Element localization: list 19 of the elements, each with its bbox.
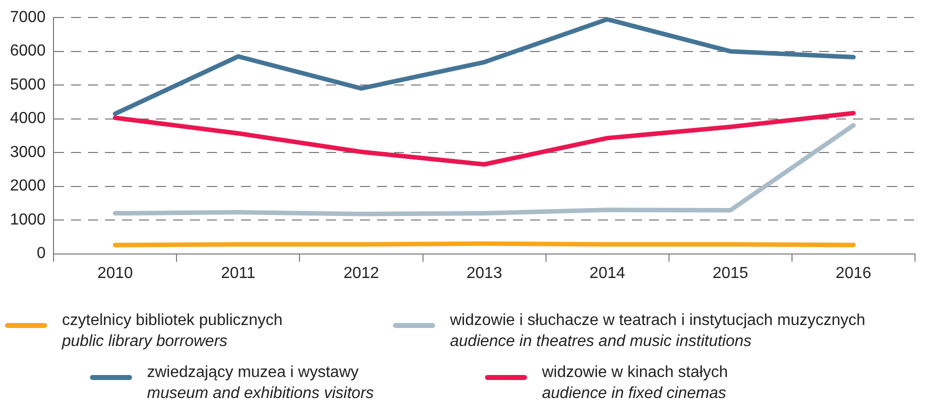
legend-label: czytelnicy bibliotek publicznych public library borrowers (62, 311, 283, 352)
x-tick-label: 2014 (590, 264, 626, 282)
legend-label: widzowie i słuchacze w teatrach i instytucjach muzycznych audience in theatres and music institutions (450, 311, 866, 352)
x-tick-label: 2015 (712, 264, 748, 282)
x-tick-label: 2016 (836, 264, 872, 282)
legend-label: widzowie w kinach stałych audience in fixed cinemas (542, 363, 728, 402)
x-tick-label: 2010 (97, 264, 134, 282)
x-tick-label: 2013 (466, 264, 502, 282)
legend-label: zwiedzający muzea i wystawy museum and exhibitions visitors (147, 363, 374, 402)
x-tick-label: 2012 (343, 264, 380, 282)
y-tick-label: 7000 (10, 9, 46, 26)
y-tick-label: 3000 (10, 144, 46, 161)
x-tick-label: 2011 (220, 264, 256, 282)
y-tick-label: 5000 (10, 76, 46, 94)
y-tick-label: 6000 (10, 42, 46, 60)
y-tick-label: 0 (36, 245, 46, 262)
y-tick-label: 4000 (10, 110, 46, 128)
y-tick-label: 1000 (10, 211, 46, 228)
y-tick-label: 2000 (10, 178, 46, 195)
